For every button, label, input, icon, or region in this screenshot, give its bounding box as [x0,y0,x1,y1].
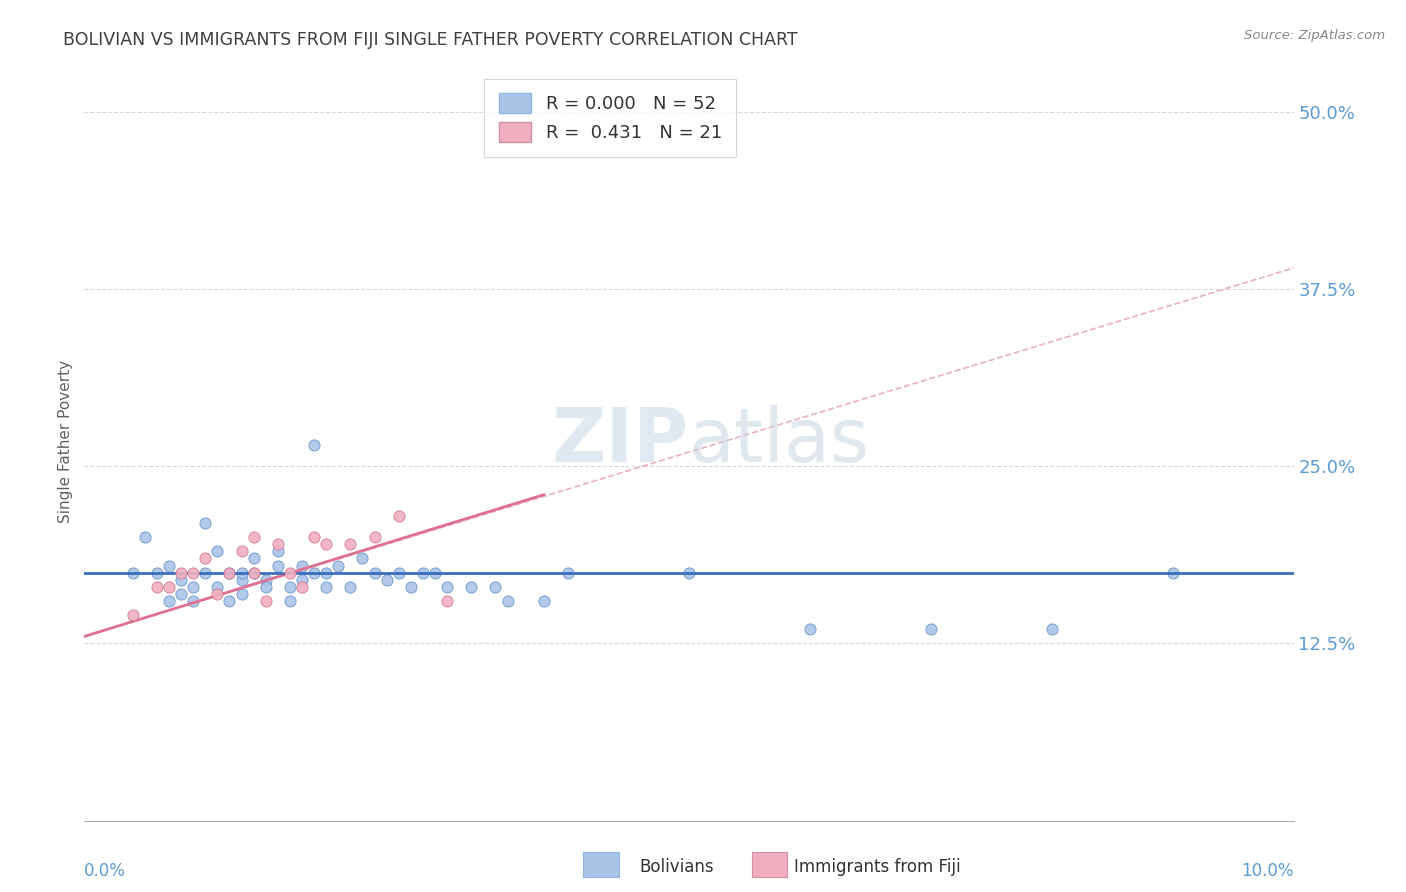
Point [920,623,942,637]
Point [302,566,325,580]
Point [242,551,264,566]
Point [533,594,555,608]
Point [460,580,482,594]
Text: Immigrants from Fiji: Immigrants from Fiji [794,858,962,876]
Legend: R = 0.000   N = 52, R =  0.431   N = 21: R = 0.000 N = 52, R = 0.431 N = 21 [484,79,737,157]
Point [363,530,385,544]
Point [302,530,325,544]
Point [157,580,180,594]
Point [170,573,193,587]
Point [328,558,350,573]
Point [278,594,301,608]
Point [557,566,579,580]
Point [218,566,240,580]
Point [302,438,325,452]
Point [339,537,361,551]
Point [157,558,180,573]
Point [278,580,301,594]
Point [121,566,143,580]
Point [194,566,217,580]
Point [315,537,337,551]
Text: Bolivians: Bolivians [640,858,714,876]
Point [121,608,143,623]
Point [194,551,217,566]
Text: ZIP: ZIP [551,405,689,478]
Point [423,566,446,580]
Y-axis label: Single Father Poverty: Single Father Poverty [58,360,73,523]
Point [194,516,217,530]
Point [363,566,385,580]
Point [291,558,314,573]
Point [388,566,411,580]
Point [242,530,264,544]
Point [399,580,422,594]
Point [134,530,156,544]
Text: 0.0%: 0.0% [84,863,127,880]
Point [181,566,204,580]
Point [436,580,458,594]
Point [267,558,290,573]
Point [207,544,229,558]
Point [207,587,229,601]
Point [181,594,204,608]
Point [157,594,180,608]
Point [267,544,290,558]
Point [170,566,193,580]
Point [231,544,253,558]
Point [375,573,398,587]
Point [170,587,193,601]
Point [267,537,290,551]
Point [352,551,374,566]
Point [242,566,264,580]
Point [218,594,240,608]
Point [254,580,277,594]
Point [231,566,253,580]
Point [1161,566,1184,580]
Point [412,566,434,580]
Text: Source: ZipAtlas.com: Source: ZipAtlas.com [1244,29,1385,42]
Point [496,594,519,608]
Point [231,573,253,587]
Point [207,580,229,594]
Text: atlas: atlas [689,405,870,478]
Point [242,566,264,580]
Point [388,508,411,523]
Point [146,580,169,594]
Point [484,580,506,594]
Point [1040,623,1063,637]
Point [218,566,240,580]
Point [799,623,821,637]
Point [339,580,361,594]
Point [181,580,204,594]
Text: BOLIVIAN VS IMMIGRANTS FROM FIJI SINGLE FATHER POVERTY CORRELATION CHART: BOLIVIAN VS IMMIGRANTS FROM FIJI SINGLE … [63,31,797,49]
Point [291,573,314,587]
Point [278,566,301,580]
Point [254,594,277,608]
Point [436,594,458,608]
Point [231,587,253,601]
Point [291,580,314,594]
Point [146,566,169,580]
Text: 10.0%: 10.0% [1241,863,1294,880]
Point [678,566,700,580]
Point [254,573,277,587]
Point [315,580,337,594]
Point [315,566,337,580]
